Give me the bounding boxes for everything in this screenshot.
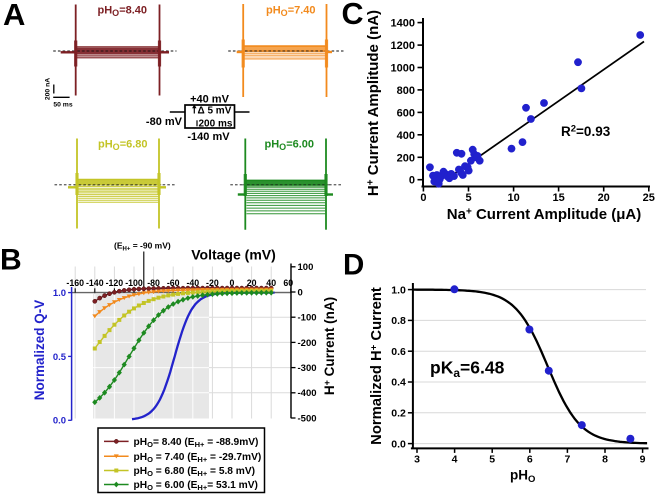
svg-text:-100: -100	[298, 313, 317, 324]
svg-text:20: 20	[598, 192, 610, 204]
svg-text:pHO = 7.40 (EH+ = -29.7mV): pHO = 7.40 (EH+ = -29.7mV)	[134, 452, 262, 464]
svg-text:-200: -200	[298, 338, 317, 349]
svg-text:1.0: 1.0	[53, 288, 66, 299]
svg-text:D: D	[343, 249, 364, 282]
svg-text:-160: -160	[66, 278, 84, 288]
svg-text:R2=0.93: R2=0.93	[561, 124, 611, 140]
svg-text:600: 600	[397, 107, 415, 119]
svg-text:-140 mV: -140 mV	[187, 131, 230, 143]
svg-text:B: B	[0, 244, 22, 277]
svg-text:-300: -300	[298, 363, 317, 374]
svg-text:H+ Current (nA): H+ Current (nA)	[322, 297, 337, 395]
svg-text:25: 25	[643, 192, 655, 204]
svg-text:-500: -500	[298, 413, 317, 424]
svg-text:7: 7	[564, 454, 570, 466]
svg-text:0.8: 0.8	[391, 315, 406, 327]
svg-text:200: 200	[397, 152, 415, 164]
svg-text:40: 40	[266, 278, 276, 288]
svg-text:400: 400	[397, 130, 415, 142]
svg-text:Δ 5 mV: Δ 5 mV	[198, 106, 232, 117]
svg-text:pKa=6.48: pKa=6.48	[430, 358, 505, 381]
svg-text:1200: 1200	[391, 40, 415, 52]
svg-text:3: 3	[414, 454, 420, 466]
svg-text:Na+ Current Amplitude (μA): Na+ Current Amplitude (μA)	[447, 206, 641, 223]
svg-text:8: 8	[602, 454, 608, 466]
svg-text:Normalized Q-V: Normalized Q-V	[32, 300, 47, 401]
svg-text:-40: -40	[186, 278, 199, 288]
svg-text:pHO=7.40: pHO=7.40	[266, 5, 316, 19]
svg-text:6: 6	[527, 454, 533, 466]
svg-text:pHO=6.00: pHO=6.00	[265, 139, 315, 153]
svg-text:50 ms: 50 ms	[53, 102, 72, 109]
svg-text:5: 5	[489, 454, 495, 466]
svg-text:-100: -100	[125, 278, 143, 288]
svg-text:-20: -20	[206, 278, 219, 288]
svg-text:0: 0	[420, 192, 426, 204]
svg-text:+40 mV: +40 mV	[190, 94, 229, 106]
svg-text:1.0: 1.0	[391, 284, 406, 296]
svg-text:0: 0	[298, 287, 303, 298]
svg-text:pHO=6.80: pHO=6.80	[98, 139, 148, 153]
svg-text:H+ Current Amplitude (nA): H+ Current Amplitude (nA)	[365, 10, 382, 196]
svg-text:0.0: 0.0	[53, 416, 66, 427]
svg-text:-140: -140	[86, 278, 104, 288]
svg-text:0.0: 0.0	[391, 438, 406, 450]
svg-text:200 ms: 200 ms	[199, 118, 233, 129]
svg-text:200 nA: 200 nA	[45, 78, 52, 100]
svg-text:100: 100	[298, 262, 314, 273]
svg-text:-80 mV: -80 mV	[146, 116, 183, 128]
svg-text:-80: -80	[147, 278, 160, 288]
svg-text:-60: -60	[167, 278, 180, 288]
svg-text:0.6: 0.6	[391, 346, 406, 358]
svg-text:0.5: 0.5	[53, 352, 67, 363]
svg-text:pHO= 8.40 (EH+ = -88.9mV): pHO= 8.40 (EH+ = -88.9mV)	[134, 437, 259, 449]
svg-text:-120: -120	[106, 278, 124, 288]
svg-text:15: 15	[552, 192, 564, 204]
svg-text:1400: 1400	[391, 18, 415, 30]
svg-text:1000: 1000	[391, 63, 415, 75]
svg-text:20: 20	[247, 278, 257, 288]
svg-text:0: 0	[409, 175, 415, 187]
svg-text:0: 0	[230, 278, 235, 288]
svg-text:pHO=8.40: pHO=8.40	[98, 5, 148, 19]
svg-text:C: C	[342, 0, 364, 31]
svg-text:4: 4	[452, 454, 458, 466]
svg-text:800: 800	[397, 85, 415, 97]
svg-text:Normalized H+ Current: Normalized H+ Current	[369, 287, 386, 445]
svg-text:A: A	[3, 0, 25, 32]
svg-text:0.4: 0.4	[391, 377, 406, 389]
svg-text:pHO = 6.80 (EH+ = 5.8 mV): pHO = 6.80 (EH+ = 5.8 mV)	[134, 466, 256, 478]
svg-text:60: 60	[283, 278, 293, 288]
svg-text:9: 9	[640, 454, 646, 466]
svg-text:10: 10	[507, 192, 519, 204]
svg-text:5: 5	[465, 192, 471, 204]
svg-text:pHO = 6.00 (EH+= 53.1 mV): pHO = 6.00 (EH+= 53.1 mV)	[134, 480, 258, 492]
svg-text:Voltage (mV): Voltage (mV)	[191, 247, 276, 263]
svg-text:0.2: 0.2	[391, 408, 406, 420]
svg-text:-400: -400	[298, 388, 317, 399]
